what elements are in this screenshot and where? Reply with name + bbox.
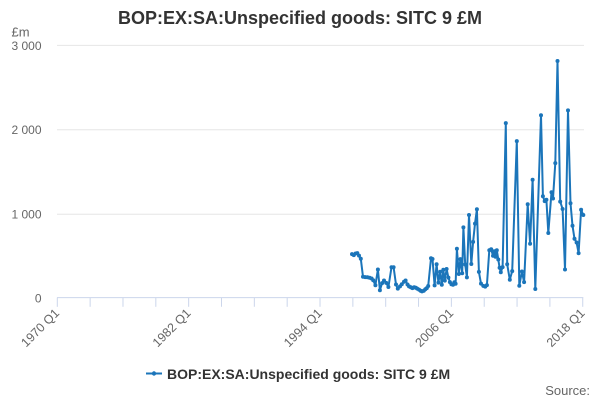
svg-text:2 000: 2 000 xyxy=(11,123,41,137)
svg-text:3 000: 3 000 xyxy=(11,39,41,53)
svg-text:BOP:EX:SA:Unspecified goods: S: BOP:EX:SA:Unspecified goods: SITC 9 £M xyxy=(167,366,450,382)
svg-text:£m: £m xyxy=(12,24,30,39)
svg-text:BOP:EX:SA:Unspecified goods: S: BOP:EX:SA:Unspecified goods: SITC 9 £M xyxy=(118,8,482,28)
svg-text:Source:: Source: xyxy=(545,383,590,398)
svg-text:1 000: 1 000 xyxy=(11,207,41,221)
svg-text:0: 0 xyxy=(35,291,42,305)
